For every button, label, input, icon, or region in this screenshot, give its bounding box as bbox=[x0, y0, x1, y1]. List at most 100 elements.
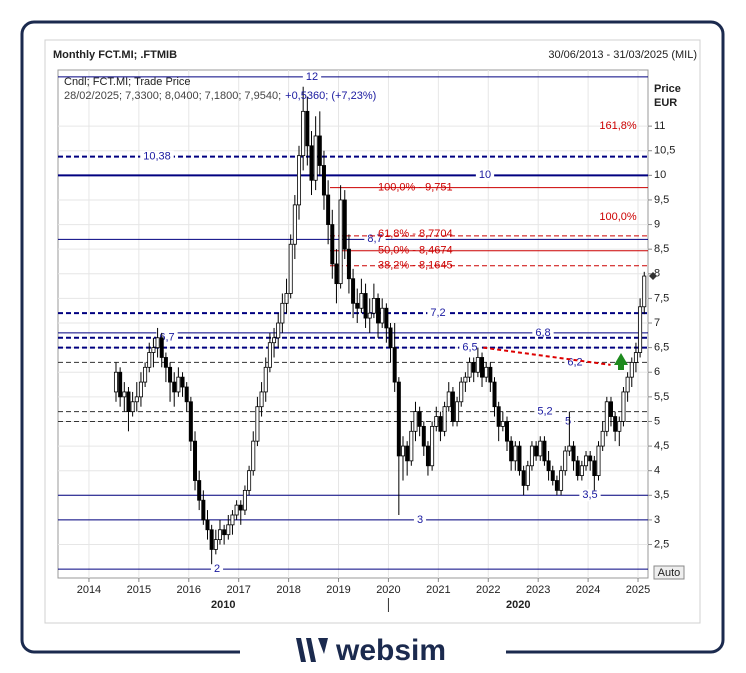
candle-body bbox=[563, 450, 568, 472]
level-label-bg bbox=[459, 341, 481, 354]
candle-body bbox=[309, 145, 314, 181]
logo: websim bbox=[296, 634, 446, 667]
candle-body bbox=[330, 224, 335, 265]
level-label-bg bbox=[561, 415, 575, 428]
auto-label[interactable]: Auto bbox=[658, 567, 681, 579]
fib-mark-label: 161,8% bbox=[599, 120, 637, 132]
candle-body bbox=[168, 366, 173, 383]
candle-body bbox=[492, 381, 497, 408]
plot-area bbox=[57, 69, 649, 579]
candle-body bbox=[355, 302, 360, 309]
candle-body bbox=[247, 470, 252, 491]
candle-body bbox=[197, 480, 202, 501]
x-tick-label: 2018 bbox=[276, 584, 300, 596]
y-axis-label: Price bbox=[654, 83, 681, 95]
candle-body bbox=[209, 529, 214, 550]
level-label: 10,38 bbox=[143, 151, 171, 163]
candle-body bbox=[376, 298, 381, 324]
plot: 1210,38108,77,26,86,76,56,25,253,532100,… bbox=[58, 70, 652, 578]
candle-body bbox=[613, 416, 618, 432]
candle-body bbox=[234, 504, 239, 516]
candle-body bbox=[205, 519, 210, 531]
y-tick-label: 5,5 bbox=[654, 391, 669, 403]
candle-body bbox=[417, 411, 422, 427]
candle-body bbox=[459, 381, 464, 403]
y-tick-label: 6 bbox=[654, 366, 660, 378]
logo-icon bbox=[296, 638, 328, 662]
candle-body bbox=[259, 391, 264, 408]
x-tick-label: 2020 bbox=[376, 584, 400, 596]
candle-body bbox=[571, 445, 576, 462]
candle-body bbox=[409, 430, 414, 462]
candle-body bbox=[292, 204, 297, 245]
candle-body bbox=[550, 470, 555, 481]
candle-body bbox=[446, 391, 451, 408]
candle-body bbox=[251, 440, 256, 472]
candle-body bbox=[405, 445, 410, 462]
candle-body bbox=[413, 411, 418, 432]
candle-body bbox=[633, 352, 638, 363]
candle-body bbox=[134, 396, 139, 403]
candle-body bbox=[500, 421, 505, 427]
date-range: 30/06/2013 - 31/03/2025 (MIL) bbox=[548, 49, 697, 61]
x-tick-label: 2017 bbox=[226, 584, 250, 596]
level-label: 5 bbox=[565, 415, 571, 427]
level-label-bg bbox=[534, 405, 556, 418]
candle-body bbox=[193, 440, 198, 481]
candle-body bbox=[188, 401, 193, 442]
candle-body bbox=[430, 425, 435, 467]
y-tick-label: 7 bbox=[654, 317, 660, 329]
candle-body bbox=[384, 307, 389, 329]
level-label: 3,5 bbox=[582, 489, 597, 501]
y-tick-label: 3,5 bbox=[654, 489, 669, 501]
candle-body bbox=[255, 406, 260, 442]
candle-body bbox=[305, 110, 310, 147]
candle-body bbox=[172, 381, 177, 393]
candle-body bbox=[276, 322, 281, 339]
level-label-bg bbox=[140, 150, 174, 163]
level-label-bg bbox=[579, 489, 601, 502]
decade-label: 2010 bbox=[211, 599, 235, 611]
candle-body bbox=[351, 278, 356, 304]
candle-body bbox=[604, 401, 609, 432]
y-tick-label: 6,5 bbox=[654, 342, 669, 354]
candle-body bbox=[280, 302, 285, 324]
y-tick-label: 8 bbox=[654, 268, 660, 280]
candle-body bbox=[600, 430, 605, 447]
candle-body bbox=[480, 357, 485, 378]
candle-body bbox=[621, 391, 626, 422]
fib-mark-label: 100,0% bbox=[599, 211, 637, 223]
candle-body bbox=[288, 243, 293, 294]
y-tick-label: 9,5 bbox=[654, 194, 669, 206]
candle-body bbox=[559, 470, 564, 491]
candle-body bbox=[534, 445, 539, 457]
auto-button[interactable] bbox=[653, 565, 685, 580]
candle-body bbox=[380, 307, 385, 324]
candle-body bbox=[184, 386, 189, 403]
level-label: 6,2 bbox=[567, 356, 582, 368]
candle-body bbox=[521, 470, 526, 486]
candle-body bbox=[529, 445, 534, 467]
candle-body bbox=[217, 529, 222, 541]
decade-label: 2020 bbox=[506, 599, 530, 611]
candle-body bbox=[118, 371, 123, 398]
legend-values: 28/02/2025; 7,3300; 8,0400; 7,1800; 7,95… bbox=[64, 90, 281, 102]
candle-body bbox=[317, 135, 322, 166]
candle-body bbox=[484, 366, 489, 378]
candle-body bbox=[488, 366, 493, 383]
candle-body bbox=[425, 445, 430, 467]
y-tick-label: 7,5 bbox=[654, 292, 669, 304]
y-tick-label: 4 bbox=[654, 465, 660, 477]
level-label: 6,8 bbox=[535, 327, 550, 339]
y-tick-label: 10,5 bbox=[654, 145, 675, 157]
candle-body bbox=[396, 381, 401, 457]
candle-body bbox=[467, 361, 472, 378]
candle-body bbox=[513, 445, 518, 462]
candle-body bbox=[242, 489, 247, 511]
candle-body bbox=[471, 361, 476, 373]
candle-body bbox=[159, 337, 164, 358]
candle-body bbox=[629, 361, 634, 378]
candle-body bbox=[263, 366, 268, 393]
candle-body bbox=[625, 376, 630, 393]
y-tick-label: 4,5 bbox=[654, 440, 669, 452]
